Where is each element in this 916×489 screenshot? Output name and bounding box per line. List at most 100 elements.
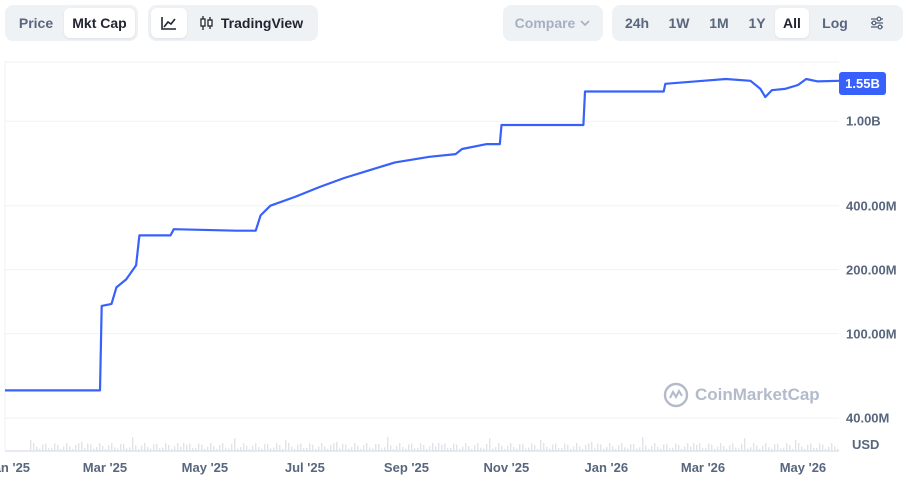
volume-bar <box>723 446 725 451</box>
volume-bar <box>543 443 545 451</box>
volume-bar <box>831 443 833 451</box>
volume-bar <box>303 448 305 451</box>
volume-bar <box>804 448 806 451</box>
coinmarketcap-logo-icon <box>663 382 689 408</box>
volume-bar <box>477 443 479 451</box>
volume-bar <box>669 448 671 451</box>
volume-bar <box>405 448 407 451</box>
range-all[interactable]: All <box>775 8 809 38</box>
volume-bar <box>468 446 470 451</box>
volume-bar <box>600 444 602 451</box>
volume-bar <box>159 448 161 451</box>
volume-bar <box>378 444 380 451</box>
volume-bar <box>774 444 776 451</box>
volume-bar <box>612 445 614 451</box>
volume-bar <box>240 447 242 451</box>
volume-bar <box>132 437 134 451</box>
volume-bar <box>693 442 695 451</box>
volume-bar <box>384 447 386 451</box>
x-tick-label: Jul '25 <box>284 460 325 475</box>
range-1w[interactable]: 1W <box>668 15 690 31</box>
tradingview-button[interactable]: TradingView <box>187 8 315 38</box>
volume-bar <box>501 445 503 451</box>
x-tick-label: May '26 <box>779 460 827 475</box>
volume-bar <box>648 448 650 451</box>
volume-bar <box>507 445 509 451</box>
volume-bar <box>450 448 452 451</box>
volume-bar <box>276 443 278 451</box>
volume-bar <box>753 443 755 451</box>
compare-label: Compare <box>514 15 576 31</box>
volume-bar <box>309 443 311 451</box>
volume-bar <box>129 447 131 451</box>
compare-dropdown[interactable]: Compare <box>503 5 603 41</box>
volume-bar <box>645 445 647 451</box>
market-cap-tab[interactable]: Mkt Cap <box>64 8 135 38</box>
volume-bar <box>207 446 209 451</box>
volume-bar <box>315 448 317 451</box>
price-tab[interactable]: Price <box>18 15 54 31</box>
volume-bar <box>801 446 803 451</box>
chart-settings-button[interactable] <box>857 8 897 38</box>
range-1y[interactable]: 1Y <box>748 15 766 31</box>
volume-bar <box>183 442 185 451</box>
volume-bar <box>459 448 461 451</box>
volume-bar <box>591 441 593 451</box>
volume-bar <box>42 444 44 451</box>
volume-bar <box>789 445 791 451</box>
volume-bar <box>363 445 365 451</box>
x-tick-label: Nov '25 <box>483 460 530 475</box>
volume-bar <box>654 443 656 451</box>
volume-bar <box>615 448 617 451</box>
range-24h[interactable]: 24h <box>624 15 650 31</box>
volume-bar <box>525 448 527 451</box>
volume-bar <box>585 444 587 451</box>
volume-bar <box>264 444 266 451</box>
volume-bar <box>417 447 419 451</box>
volume-bar <box>330 444 332 451</box>
volume-bar <box>786 443 788 451</box>
market-cap-line <box>5 77 840 392</box>
volume-bar <box>498 443 500 451</box>
volume-bar <box>621 443 623 451</box>
volume-bar <box>273 447 275 451</box>
volume-bar <box>372 448 374 451</box>
x-tick-label: May '25 <box>181 460 229 475</box>
line-chart-button[interactable] <box>151 8 187 38</box>
watermark: CoinMarketCap <box>663 382 820 408</box>
volume-bar <box>51 447 53 451</box>
volume-bar <box>345 444 347 451</box>
volume-bar <box>69 446 71 451</box>
volume-bar <box>513 447 515 451</box>
volume-bar <box>720 443 722 451</box>
volume-bar <box>333 443 335 451</box>
volume-bar <box>666 443 668 451</box>
volume-bar <box>672 447 674 451</box>
range-1m[interactable]: 1M <box>709 15 729 31</box>
volume-bar <box>678 444 680 451</box>
volume-bar <box>423 444 425 451</box>
volume-bar <box>414 448 416 451</box>
volume-bar <box>36 446 38 451</box>
volume-bar <box>399 443 401 451</box>
volume-bar <box>795 440 797 451</box>
volume-bar <box>300 443 302 451</box>
volume-bar <box>573 446 575 451</box>
volume-bar <box>834 446 836 451</box>
volume-bar <box>636 448 638 451</box>
volume-bar <box>375 444 377 451</box>
volume-bar <box>198 443 200 451</box>
y-tick-label: 100.00M <box>846 326 897 342</box>
volume-bar <box>576 443 578 451</box>
volume-bar <box>567 444 569 451</box>
volume-bar <box>684 446 686 451</box>
volume-bar <box>606 446 608 451</box>
volume-bar <box>708 443 710 451</box>
volume-bar <box>741 443 743 451</box>
volume-bar <box>783 447 785 451</box>
volume-bar <box>177 443 179 451</box>
log-scale-toggle[interactable]: Log <box>822 15 848 31</box>
x-tick-label: Jan '25 <box>0 460 31 475</box>
volume-bar <box>798 443 800 451</box>
volume-bar <box>435 446 437 451</box>
